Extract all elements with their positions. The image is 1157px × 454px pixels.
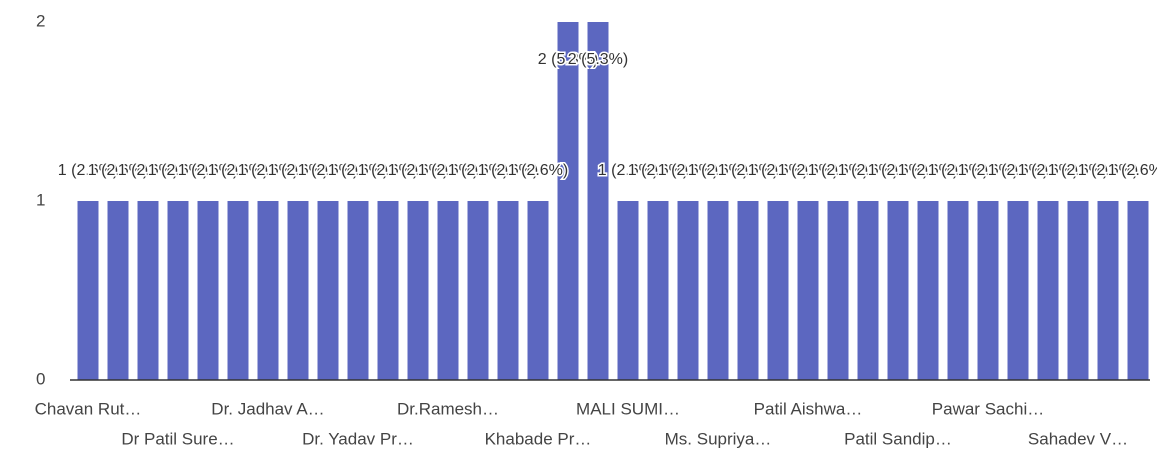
data-label: 1 (2.6%) [328,162,388,179]
bar [317,201,339,380]
data-label: 1 (2.6%) [208,162,268,179]
data-label: 1 (2.6%) [358,162,418,179]
data-label: 1 (2.6%) [388,162,448,179]
data-label: 1 (2.6%) [658,162,718,179]
bar [347,201,369,380]
bar [1007,201,1029,380]
bar [887,201,909,380]
data-label: 1 (2.6%) [928,162,988,179]
bar [1127,201,1149,380]
data-label: 1 (2.6%) [1108,162,1157,179]
data-label: 1 (2.6%) [178,162,238,179]
data-label: 1 (2.6%) [118,162,178,179]
bar [827,201,849,380]
y-tick-label: 2 [36,11,45,30]
data-label: 1 (2.6%) [958,162,1018,179]
x-tick-label: Ms. Supriya… [665,429,772,448]
data-label: 1 (2.6%) [268,162,328,179]
bar [257,201,279,380]
data-label: 1 (2.6%) [478,162,538,179]
bar [587,22,609,380]
data-label: 1 (2.6%) [58,162,118,179]
data-label: 1 (2.6%) [238,162,298,179]
data-label: 1 (2.6%) [778,162,838,179]
data-label: 1 (2.6%) [508,162,568,179]
data-label: 1 (2.6%) [628,162,688,179]
bar [797,201,819,380]
bar [467,201,489,380]
x-tick-label: MALI SUMI… [576,399,680,418]
x-tick-label: Sahadev V… [1028,429,1128,448]
bar [167,201,189,380]
data-label: 1 (2.6%) [898,162,958,179]
data-label: 1 (2.6%) [838,162,898,179]
data-label: 2 (5.3%) [568,51,628,68]
x-tick-label: Dr. Yadav Pr… [302,429,414,448]
bar [437,201,459,380]
bar [77,201,99,380]
data-label: 1 (2.6%) [598,162,658,179]
data-label: 1 (2.6%) [298,162,358,179]
data-label: 1 (2.6%) [988,162,1048,179]
bar [767,201,789,380]
bar [197,201,219,380]
bar [557,22,579,380]
x-tick-label: Chavan Rut… [35,399,142,418]
data-label: 1 (2.6%) [808,162,868,179]
bar [977,201,999,380]
bar [527,201,549,380]
data-label: 1 (2.6%) [748,162,808,179]
bar [1097,201,1119,380]
x-tick-label: Dr. Jadhav A… [211,399,324,418]
data-label: 1 (2.6%) [1048,162,1108,179]
bar [407,201,429,380]
data-label: 1 (2.6%) [148,162,208,179]
bar [857,201,879,380]
y-tick-label: 1 [36,190,45,209]
bar [647,201,669,380]
bar [287,201,309,380]
data-label: 1 (2.6%) [418,162,478,179]
data-label: 1 (2.6%) [1078,162,1138,179]
bar [107,201,129,380]
bar [137,201,159,380]
bar [707,201,729,380]
bar [737,201,759,380]
bar [677,201,699,380]
bar [617,201,639,380]
x-tick-label: Patil Sandip… [844,429,952,448]
data-label: 2 (5.3%) [538,51,598,68]
data-label: 1 (2.6%) [448,162,508,179]
bar [1037,201,1059,380]
bar [1067,201,1089,380]
bar [377,201,399,380]
x-tick-label: Patil Aishwa… [754,399,863,418]
bar [227,201,249,380]
bar [947,201,969,380]
data-label: 1 (2.6%) [868,162,928,179]
data-label: 1 (2.6%) [718,162,778,179]
x-tick-label: Pawar Sachi… [932,399,1044,418]
x-tick-label: Dr Patil Sure… [121,429,234,448]
data-label: 1 (2.6%) [688,162,748,179]
x-tick-label: Khabade Pr… [485,429,592,448]
data-label: 1 (2.6%) [88,162,148,179]
x-tick-label: Dr.Ramesh… [397,399,499,418]
bar [497,201,519,380]
y-tick-label: 0 [36,369,45,388]
bar [917,201,939,380]
data-label: 1 (2.6%) [1018,162,1078,179]
